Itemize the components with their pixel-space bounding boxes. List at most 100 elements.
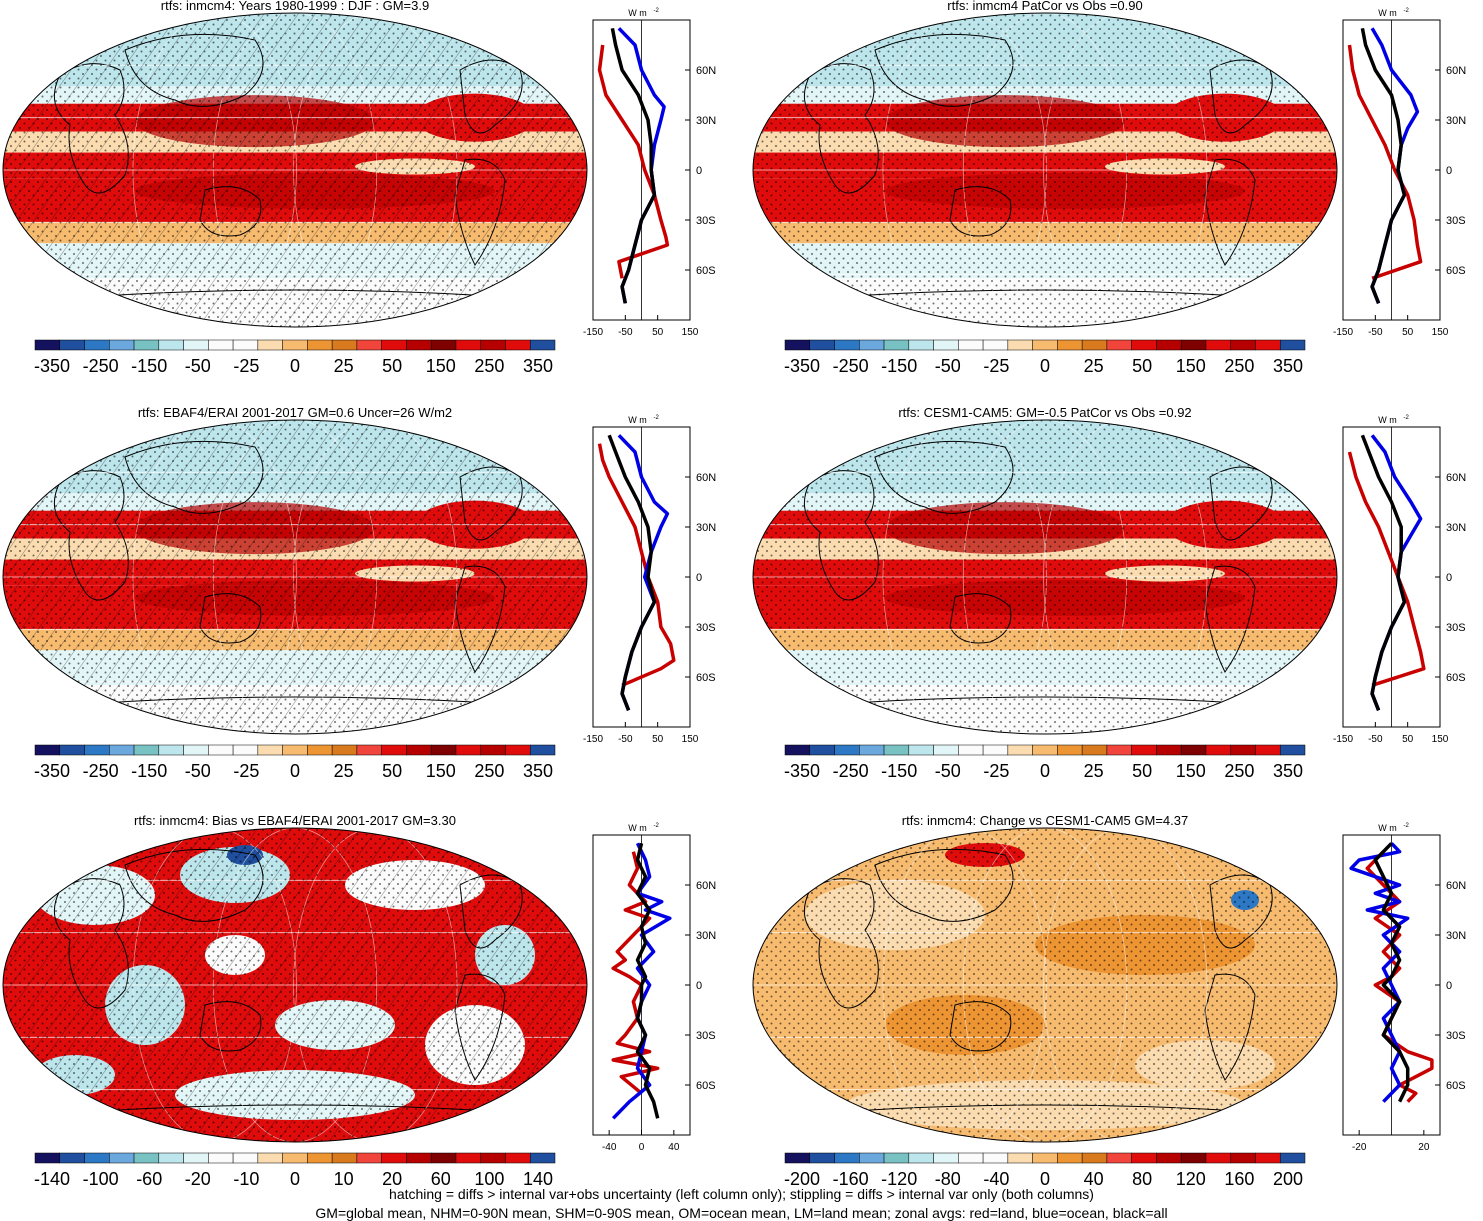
- zonal-ytick-label: 60S: [1446, 1080, 1466, 1092]
- zonal-series-land: [1365, 850, 1434, 1103]
- colorbar-label: 50: [1132, 356, 1152, 376]
- map-field: [753, 828, 1337, 1142]
- zonal-ytick-label: 60S: [696, 265, 716, 277]
- zonal-xtick-label: -150: [1333, 734, 1353, 745]
- colorbar-label: -350: [34, 356, 70, 376]
- colorbar-box: [1081, 1152, 1108, 1164]
- map-field: [3, 828, 587, 1142]
- colorbar-box: [232, 1152, 259, 1164]
- zonal-series-land: [1347, 44, 1423, 280]
- map-outline: [752, 12, 1338, 328]
- colorbar-box: [109, 744, 135, 756]
- panel-title: rtfs: CESM1-CAM5: GM=-0.5 PatCor vs Obs …: [898, 405, 1191, 420]
- colorbar-box: [1279, 744, 1306, 756]
- zonal-series-all: [1360, 434, 1407, 711]
- colorbar-label: 350: [1273, 761, 1303, 781]
- colorbar-label: -150: [131, 356, 167, 376]
- colorbar-label: 50: [382, 761, 402, 781]
- zonal-ytick-label: 30S: [1446, 1030, 1466, 1042]
- zonal-ytick-label: 30S: [696, 1030, 716, 1042]
- colorbar-box: [133, 339, 160, 351]
- colorbar-label: -80: [935, 1169, 961, 1189]
- zonal-series-land: [1347, 451, 1426, 687]
- map-outline: [752, 827, 1338, 1143]
- colorbar-box: [883, 744, 910, 756]
- colorbar-box: [809, 339, 835, 351]
- zonal-ytick-label: 60N: [1446, 472, 1466, 484]
- colorbar-label: -250: [83, 356, 119, 376]
- colorbar-box: [982, 1152, 1009, 1164]
- colorbar-box: [59, 1152, 85, 1164]
- zonal-xtick-label: 0: [639, 1142, 645, 1153]
- colorbar-label: 25: [1084, 761, 1104, 781]
- colorbar-box: [381, 339, 407, 351]
- colorbar-box: [958, 744, 984, 756]
- colorbar-label: 150: [426, 761, 456, 781]
- colorbar-label: -10: [233, 1169, 259, 1189]
- zonal-units: W m: [628, 823, 647, 833]
- colorbar-box: [1255, 744, 1281, 756]
- colorbar-label: 160: [1224, 1169, 1254, 1189]
- colorbar-label: 100: [474, 1169, 504, 1189]
- colorbar-label: -120: [881, 1169, 917, 1189]
- colorbar-label: -50: [935, 356, 961, 376]
- colorbar-box: [784, 1152, 811, 1164]
- colorbar-label: -150: [131, 761, 167, 781]
- colorbar-label: 0: [1040, 761, 1050, 781]
- zonal-xtick-label: 50: [1402, 327, 1414, 338]
- colorbar-box: [1007, 1152, 1033, 1164]
- colorbar-box: [505, 339, 531, 351]
- colorbar-box: [1156, 744, 1182, 756]
- zonal-xtick-label: -150: [1333, 327, 1353, 338]
- colorbar-box: [784, 744, 811, 756]
- colorbar-box: [331, 339, 358, 351]
- map-field: [753, 13, 1337, 327]
- colorbar-box: [158, 1152, 184, 1164]
- colorbar-label: -25: [233, 356, 259, 376]
- colorbar-box: [208, 744, 234, 756]
- colorbar-label: 0: [290, 1169, 300, 1189]
- zonal-ytick-label: 30N: [1446, 930, 1466, 942]
- colorbar-box: [1279, 339, 1306, 351]
- zonal-ytick-label: 60N: [696, 880, 716, 892]
- colorbar-box: [430, 1152, 457, 1164]
- colorbar-label: 200: [1273, 1169, 1303, 1189]
- panel-title: rtfs: inmcm4: Bias vs EBAF4/ERAI 2001-20…: [134, 813, 456, 828]
- zonal-xtick-label: 40: [668, 1142, 680, 1153]
- zonal-ytick-label: 60S: [696, 1080, 716, 1092]
- colorbar-box: [809, 1152, 835, 1164]
- zonal-xtick-label: -50: [618, 734, 633, 745]
- zonal-units-exponent: -2: [654, 415, 660, 421]
- colorbar-label: -50: [935, 761, 961, 781]
- colorbar-box: [1007, 339, 1033, 351]
- colorbar-box: [257, 1152, 283, 1164]
- colorbar-box: [208, 1152, 234, 1164]
- colorbar-box: [1032, 744, 1058, 756]
- colorbar-box: [1106, 744, 1132, 756]
- colorbar-label: 50: [1132, 761, 1152, 781]
- colorbar-box: [958, 339, 984, 351]
- colorbar-box: [1156, 1152, 1182, 1164]
- colorbar-label: -25: [983, 356, 1009, 376]
- colorbar-box: [406, 744, 432, 756]
- colorbar-box: [356, 339, 382, 351]
- colorbar-box: [505, 744, 531, 756]
- zonal-ytick-label: 0: [696, 572, 702, 584]
- map-outline: [2, 12, 588, 328]
- zonal-ytick-label: 30N: [696, 930, 716, 942]
- colorbar-box: [1057, 744, 1083, 756]
- panel-title: rtfs: inmcm4 PatCor vs Obs =0.90: [947, 0, 1142, 13]
- colorbar-label: -150: [881, 356, 917, 376]
- zonal-series-land: [611, 851, 660, 1095]
- zonal-xtick-label: 150: [1432, 327, 1449, 338]
- zonal-xtick-label: -50: [618, 327, 633, 338]
- colorbar-box: [933, 339, 959, 351]
- colorbar-label: 0: [290, 761, 300, 781]
- colorbar-box: [834, 339, 860, 351]
- colorbar-label: 10: [334, 1169, 354, 1189]
- colorbar-box: [809, 744, 835, 756]
- colorbar-box: [133, 1152, 160, 1164]
- zonal-ytick-label: 0: [696, 165, 702, 177]
- map-outline: [752, 419, 1338, 735]
- colorbar-box: [158, 744, 184, 756]
